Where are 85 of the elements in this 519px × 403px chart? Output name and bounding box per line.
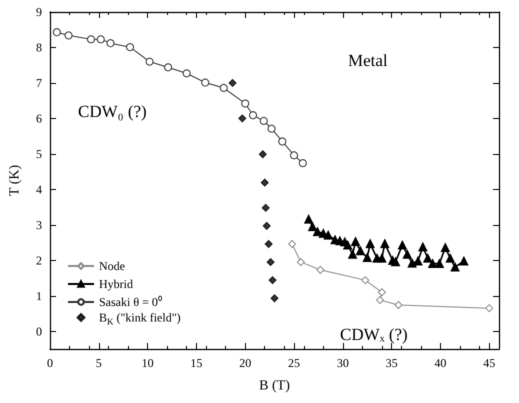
point [258, 150, 267, 158]
point [266, 258, 275, 266]
point [268, 124, 276, 133]
legend-label: Hybrid [99, 277, 133, 291]
point [312, 227, 322, 236]
y-tick-label: 5 [36, 146, 42, 161]
point [394, 301, 402, 310]
annotation: CDW₀ (?) [78, 102, 147, 121]
point [348, 250, 358, 259]
point [278, 137, 286, 146]
point [446, 254, 455, 263]
point [423, 254, 432, 263]
point [290, 151, 298, 160]
point [450, 262, 460, 272]
point [356, 246, 365, 256]
point [164, 63, 172, 72]
point [362, 252, 372, 262]
x-tick-label: 45 [483, 356, 496, 370]
point [324, 230, 333, 240]
point [366, 239, 375, 248]
point [376, 296, 384, 304]
point [52, 28, 61, 36]
x-tick-label: 25 [288, 356, 300, 370]
point [351, 237, 360, 246]
point [296, 258, 305, 266]
point [262, 204, 270, 212]
x-tick-label: 10 [142, 356, 154, 370]
x-tick-label: 5 [96, 356, 102, 370]
x-axis-title: B (T) [259, 378, 290, 394]
point [228, 78, 237, 87]
point [220, 84, 228, 92]
point [106, 39, 115, 48]
point [308, 222, 318, 232]
legend-label: Sasaki θ = 0⁰ [99, 295, 162, 309]
point [377, 254, 386, 263]
point [87, 35, 95, 44]
y-tick-label: 2 [36, 253, 42, 268]
point [378, 288, 386, 296]
point [316, 266, 324, 274]
point [343, 240, 352, 250]
point [201, 78, 210, 87]
point [260, 178, 269, 187]
point [459, 256, 468, 266]
point [270, 294, 278, 302]
x-tick-label: 20 [239, 356, 252, 370]
point [260, 116, 268, 125]
point [238, 114, 246, 122]
point [182, 69, 191, 78]
x-tick-label: 0 [47, 356, 53, 370]
point [241, 100, 250, 108]
y-tick-label: 3 [36, 218, 42, 232]
point [146, 58, 154, 66]
point [64, 31, 73, 40]
legend-label: Node [99, 259, 125, 273]
point [304, 214, 314, 224]
y-tick-label: 1 [36, 288, 42, 303]
y-tick-label: 9 [36, 5, 42, 19]
point [249, 111, 258, 120]
point [268, 276, 277, 284]
point [402, 250, 412, 259]
point [288, 240, 296, 248]
x-tick-label: 35 [386, 356, 398, 370]
point [398, 240, 407, 250]
y-tick-label: 8 [36, 40, 42, 54]
x-tick-label: 30 [336, 356, 349, 370]
annotation: CDWₓ (?) [340, 325, 408, 344]
y-axis-title: T (K) [8, 164, 22, 196]
point [126, 43, 134, 52]
point [485, 304, 494, 312]
x-tick-label: 15 [190, 356, 202, 370]
point [391, 257, 400, 266]
annotation: Metal [348, 51, 388, 70]
point [418, 242, 428, 252]
point [262, 222, 271, 230]
x-tick-label: 40 [434, 356, 446, 370]
y-tick-label: 0 [36, 324, 42, 338]
point [361, 276, 370, 284]
y-tick-label: 6 [36, 111, 42, 126]
point [380, 239, 390, 248]
y-tick-label: 7 [36, 76, 42, 90]
y-tick-label: 4 [36, 182, 42, 196]
point [264, 240, 273, 248]
point [440, 243, 450, 252]
point [298, 159, 307, 168]
point [96, 35, 105, 44]
